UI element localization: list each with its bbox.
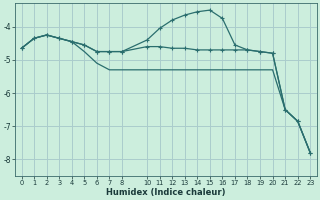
X-axis label: Humidex (Indice chaleur): Humidex (Indice chaleur) (106, 188, 226, 197)
